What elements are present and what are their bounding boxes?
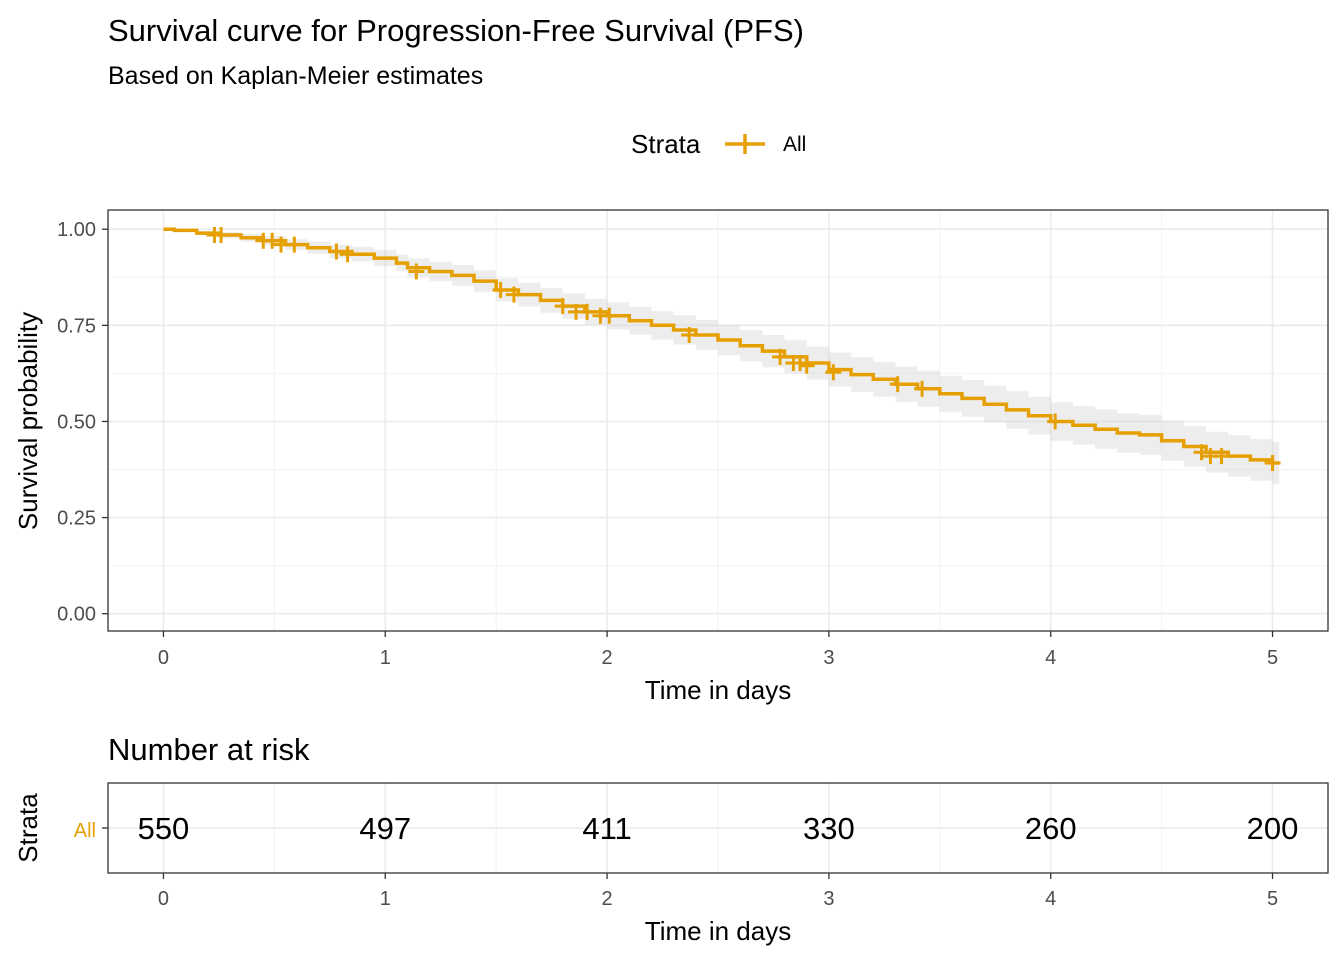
risk-count: 200 [1247,811,1299,846]
risk-table-title: Number at risk [108,732,310,767]
risk-x-tick-label: 4 [1045,888,1056,910]
censor-mark [681,326,698,343]
censor-mark [579,303,596,320]
censor-mark [914,380,931,397]
x-tick-label: 5 [1267,647,1278,669]
y-tick-label: 0.25 [57,508,96,530]
risk-count: 497 [359,811,411,846]
x-tick-label: 2 [602,647,613,669]
chart-title: Survival curve for Progression-Free Surv… [108,13,804,48]
censor-mark [408,263,425,280]
risk-count: 260 [1025,811,1077,846]
risk-grid [108,783,1328,873]
censor-mark [1193,444,1210,461]
censor-mark [798,357,815,374]
chart-subtitle: Based on Kaplan-Meier estimates [108,62,483,90]
y-tick-label: 0.75 [57,315,96,337]
risk-x-tick-label: 5 [1267,888,1278,910]
risk-x-axis-title: Time in days [645,916,791,946]
censor-mark [492,281,509,298]
main-y-axis: 0.00 0.25 0.50 0.75 1.00 [57,219,108,626]
risk-count: 411 [582,811,631,846]
legend: Strata All [631,129,806,159]
survival-plot-panel [107,209,1329,632]
main-y-axis-title: Survival probability [13,312,43,530]
x-tick-label: 1 [380,647,391,669]
legend-title: Strata [631,129,701,159]
censor-mark [213,226,230,243]
risk-counts: 550 497 411 330 260 200 [102,811,1298,846]
risk-panel-border [107,782,1329,874]
censor-mark [889,376,906,393]
risk-x-tick-label: 2 [602,888,613,910]
main-x-axis: 0 1 2 3 4 5 [158,631,1278,669]
censor-mark [264,232,281,249]
risk-x-tick-label: 0 [158,888,169,910]
risk-table-panel: 550 497 411 330 260 200 [102,782,1329,874]
censor-mark [772,348,789,365]
y-tick-label: 0.00 [57,604,96,626]
legend-label-all: All [783,133,806,156]
censor-mark [339,246,356,263]
censor-marks [206,226,1281,471]
survival-curve-all [163,227,1280,465]
censor-mark [328,243,345,260]
censor-mark [1047,413,1064,430]
censor-mark [601,307,618,324]
risk-x-tick-label: 1 [380,888,391,910]
main-x-axis-title: Time in days [645,675,791,705]
x-tick-label: 4 [1045,647,1056,669]
risk-y-axis-title: Strata [13,793,43,863]
risk-x-axis: 0 1 2 3 4 5 [158,873,1278,910]
main-panel-border [107,209,1329,632]
confidence-band [163,229,1280,485]
censor-mark [505,286,522,303]
risk-x-tick-label: 3 [823,888,834,910]
censor-mark [825,364,842,381]
legend-key-all [725,134,765,154]
censor-mark [554,298,571,315]
main-grid [108,210,1328,631]
y-tick-label: 0.50 [57,411,96,433]
censor-mark [286,236,303,253]
risk-count: 550 [138,811,190,846]
y-tick-label: 1.00 [57,219,96,241]
censor-mark [1264,454,1281,471]
risk-strata-label: All [74,820,96,842]
x-tick-label: 0 [158,647,169,669]
risk-count: 330 [803,811,855,846]
x-tick-label: 3 [823,647,834,669]
censor-mark [1213,448,1230,465]
